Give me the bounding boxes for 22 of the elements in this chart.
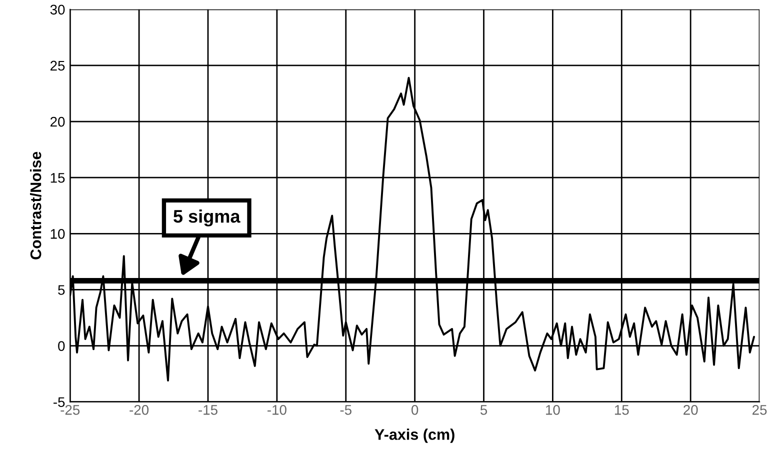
y-tick-label: 30 [50, 4, 65, 15]
x-tick-label: -10 [268, 404, 286, 415]
x-tick-label: 10 [546, 404, 560, 415]
x-tick-label: 5 [480, 405, 488, 415]
x-tick-label: -20 [130, 404, 149, 415]
x-tick-label: 0 [412, 404, 418, 415]
y-tick-label: 0 [58, 341, 65, 351]
y-tick-label: 15 [50, 173, 65, 183]
y-tick-label: 25 [50, 60, 65, 71]
y-tick-label: -5 [54, 397, 65, 408]
y-tick-label: 20 [50, 116, 65, 127]
y-tick-label: 5 [58, 285, 65, 295]
x-tick-label: -15 [198, 405, 218, 415]
y-tick-label: 10 [50, 228, 65, 239]
x-tick-label: -5 [340, 405, 352, 415]
y-axis-title: Contrast/Noise [30, 152, 42, 260]
x-tick-label: 20 [684, 404, 698, 415]
x-tick-label: 15 [614, 405, 629, 415]
x-tick-label: 25 [752, 404, 767, 415]
annotation: 5 sigma [174, 210, 240, 226]
x-tick-label: -25 [60, 404, 80, 415]
x-axis-title: Y-axis (cm) [374, 428, 454, 443]
